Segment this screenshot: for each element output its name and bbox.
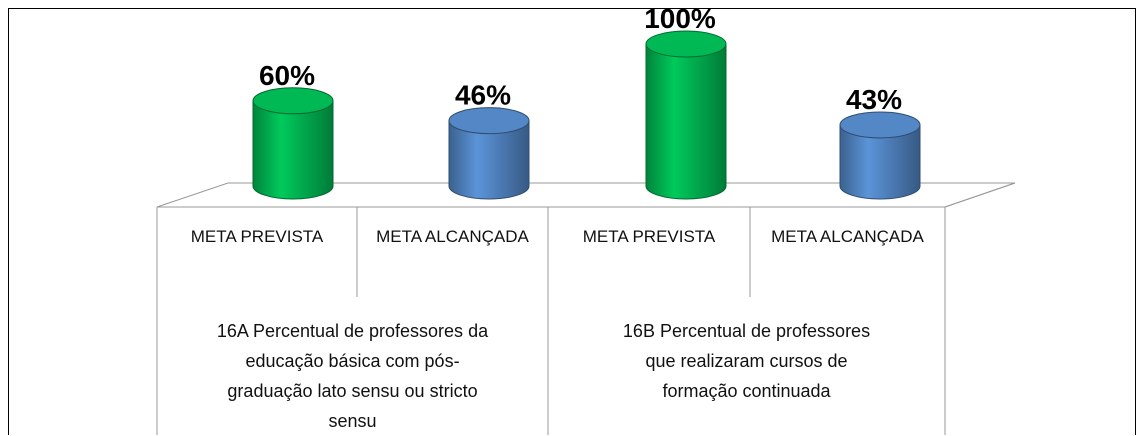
bar [839,111,921,200]
category-label: META ALCANÇADA [750,222,945,252]
data-label: 100% [644,3,716,34]
category-label: META PREVISTA [157,222,357,252]
bar-top [252,87,334,115]
bar [252,87,334,200]
table-line [944,182,1016,208]
label-text: 16A Percentual de professores da educaçã… [216,321,489,431]
data-label: 60% [259,60,315,91]
bar-top [645,30,727,58]
chart-border [8,8,1136,435]
label-text: META PREVISTA [190,227,324,246]
label-text: 16B Percentual de professores que realiz… [622,321,871,401]
category-label: META ALCANÇADA [357,222,548,252]
bar [645,30,727,200]
bar [448,107,530,200]
bar-body [645,43,727,200]
bar-top [839,111,921,139]
data-label: 43% [846,84,902,115]
label-text: META ALCANÇADA [376,227,529,246]
label-text: META ALCANÇADA [771,227,924,246]
bar-body [839,124,921,200]
bar-top [448,107,530,135]
bar-body [252,100,334,200]
category-label: META PREVISTA [548,222,750,252]
label-text: META PREVISTA [582,227,716,246]
category-table [156,182,1016,435]
group-label: 16B Percentual de professores que realiz… [548,316,945,406]
data-label: 46% [455,80,511,111]
bar-body [448,120,530,200]
group-label: 16A Percentual de professores da educaçã… [157,316,548,436]
